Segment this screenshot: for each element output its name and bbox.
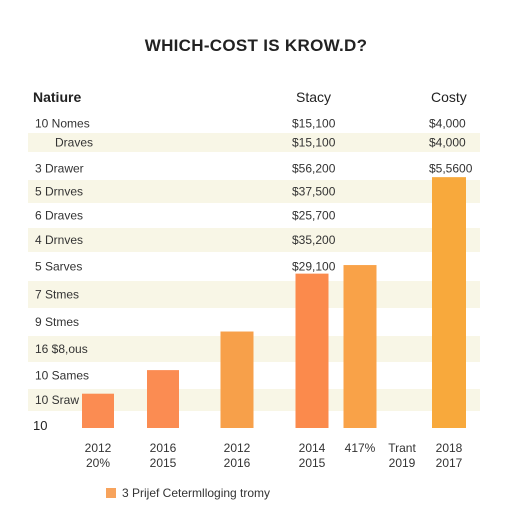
row-label: 6 Draves	[35, 209, 83, 223]
row-label: 3 Drawer	[35, 162, 84, 176]
row-value-right: $4,000	[429, 136, 466, 150]
chart-title: WHICH-COST IS KROW.D?	[144, 36, 368, 55]
x-tick-label: 20%	[86, 456, 110, 470]
row-stripe	[28, 228, 480, 252]
row-label: 7 Stmes	[35, 288, 79, 302]
bar	[295, 273, 329, 428]
bar	[220, 331, 254, 428]
row-stripe	[28, 133, 480, 152]
x-tick-label: 2017	[436, 456, 463, 470]
row-value-mid: $15,100	[292, 117, 336, 131]
x-tick-label: 2015	[299, 456, 326, 470]
x-tick-label: 2016	[224, 456, 251, 470]
legend-label: 3 Prijef Cetermlloging tromy	[122, 486, 271, 500]
row-stripe	[28, 180, 480, 203]
row-value-mid: $56,200	[292, 162, 336, 176]
header-col2: Stacy	[296, 89, 332, 105]
row-label: 10 Nomes	[35, 117, 90, 131]
row-value-mid: $35,200	[292, 233, 336, 247]
x-tick-label: Trant	[388, 441, 416, 455]
baseline-label: 10	[33, 418, 48, 433]
header-col3: Costy	[431, 89, 467, 105]
bar	[432, 177, 466, 428]
x-tick-label: 2012	[85, 441, 112, 455]
row-label: 4 Drnves	[35, 233, 83, 247]
row-label: 16 $8,ous	[35, 342, 88, 356]
row-value-mid: $29,100	[292, 260, 336, 274]
row-value-right: $5,5600	[429, 162, 473, 176]
row-value-mid: $15,100	[292, 136, 336, 150]
x-tick-label: 417%	[345, 441, 376, 455]
legend-swatch	[106, 488, 116, 498]
row-label: 5 Drnves	[35, 185, 83, 199]
row-value-mid: $25,700	[292, 209, 336, 223]
x-tick-label: 2015	[150, 456, 177, 470]
legend: 3 Prijef Cetermlloging tromy	[106, 486, 270, 500]
bar	[82, 393, 114, 428]
bar	[147, 370, 179, 428]
row-stripe	[28, 336, 480, 362]
row-value-mid: $37,500	[292, 185, 336, 199]
bar	[343, 265, 377, 428]
row-label: Draves	[55, 136, 93, 150]
row-label: 10 Sraw	[35, 393, 79, 407]
row-stripe	[28, 281, 480, 308]
header-col1: Natiure	[33, 89, 82, 105]
x-tick-label: 2014	[299, 441, 326, 455]
x-tick-label: 2016	[150, 441, 177, 455]
row-label: 10 Sames	[35, 369, 89, 383]
row-value-right: $4,000	[429, 117, 466, 131]
row-label: 5 Sarves	[35, 260, 82, 274]
row-label: 9 Stmes	[35, 315, 79, 329]
x-tick-label: 2019	[389, 456, 416, 470]
x-tick-label: 2012	[224, 441, 251, 455]
x-tick-label: 2018	[436, 441, 463, 455]
